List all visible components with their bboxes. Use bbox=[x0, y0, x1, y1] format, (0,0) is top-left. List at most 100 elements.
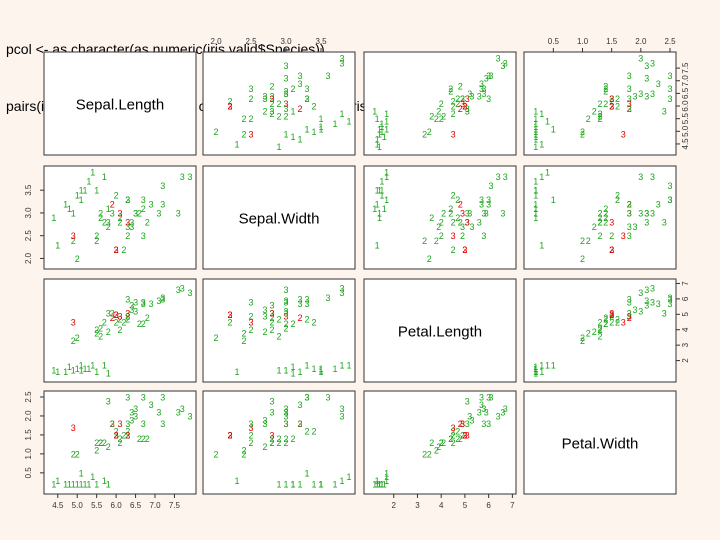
point-marker: 2 bbox=[603, 313, 608, 323]
point-marker: 3 bbox=[667, 294, 672, 304]
point-marker: 1 bbox=[545, 117, 550, 127]
point-marker: 3 bbox=[465, 419, 470, 429]
point-marker: 2 bbox=[455, 94, 460, 104]
point-marker: 1 bbox=[79, 186, 84, 196]
point-marker: 3 bbox=[465, 208, 470, 218]
point-marker: 1 bbox=[339, 361, 344, 371]
point-marker: 3 bbox=[638, 54, 643, 64]
x-tick-label: 6.5 bbox=[130, 501, 142, 510]
point-marker: 3 bbox=[117, 419, 122, 429]
point-marker: 3 bbox=[656, 199, 661, 209]
point-marker: 2 bbox=[290, 84, 295, 94]
panel-Sepal.Length-vs-Petal.Width bbox=[523, 51, 677, 156]
y-tick-label: 5.0 bbox=[681, 125, 690, 137]
point-marker: 1 bbox=[318, 122, 323, 132]
point-marker: 2 bbox=[94, 236, 99, 246]
point-marker: 3 bbox=[460, 419, 465, 429]
point-marker: 1 bbox=[379, 127, 384, 137]
point-marker: 1 bbox=[51, 365, 56, 375]
point-marker: 2 bbox=[94, 231, 99, 241]
point-marker: 3 bbox=[627, 99, 632, 109]
point-marker: 3 bbox=[176, 285, 181, 295]
point-marker: 2 bbox=[269, 434, 274, 444]
point-marker: 2 bbox=[597, 213, 602, 223]
point-marker: 1 bbox=[533, 208, 538, 218]
point-marker: 1 bbox=[94, 480, 99, 490]
point-marker: 3 bbox=[227, 102, 232, 112]
point-marker: 1 bbox=[290, 362, 295, 372]
point-marker: 1 bbox=[533, 204, 538, 214]
point-marker: 2 bbox=[117, 213, 122, 223]
point-marker: 2 bbox=[304, 314, 309, 324]
point-marker: 3 bbox=[609, 102, 614, 112]
point-marker: 1 bbox=[55, 240, 60, 250]
point-marker: 3 bbox=[339, 288, 344, 298]
point-marker: 3 bbox=[469, 415, 474, 425]
point-marker: 1 bbox=[533, 186, 538, 196]
point-marker: 3 bbox=[667, 71, 672, 81]
point-marker: 2 bbox=[615, 102, 620, 112]
panel-Petal.Width-vs-Sepal.Length bbox=[43, 390, 197, 495]
point-marker: 2 bbox=[248, 430, 253, 440]
point-marker: 2 bbox=[283, 86, 288, 96]
point-marker: 3 bbox=[71, 423, 76, 433]
point-marker: 2 bbox=[603, 319, 608, 329]
point-marker: 3 bbox=[160, 199, 165, 209]
point-marker: 3 bbox=[627, 208, 632, 218]
point-marker: 1 bbox=[283, 480, 288, 490]
point-marker: 2 bbox=[145, 313, 150, 323]
point-marker: 2 bbox=[439, 438, 444, 448]
point-marker: 2 bbox=[110, 419, 115, 429]
point-marker: 1 bbox=[539, 367, 544, 377]
point-marker: 3 bbox=[304, 393, 309, 403]
point-marker: 1 bbox=[539, 172, 544, 182]
point-marker: 2 bbox=[98, 324, 103, 334]
point-marker: 2 bbox=[114, 318, 119, 328]
point-marker: 3 bbox=[667, 94, 672, 104]
point-marker: 1 bbox=[377, 213, 382, 223]
point-marker: 3 bbox=[149, 199, 154, 209]
point-marker: 2 bbox=[627, 104, 632, 114]
point-marker: 3 bbox=[479, 195, 484, 205]
point-marker: 3 bbox=[283, 99, 288, 109]
y-tick-label: 2.5 bbox=[24, 230, 33, 242]
point-marker: 1 bbox=[297, 480, 302, 490]
point-marker: 1 bbox=[346, 472, 351, 482]
point-marker: 1 bbox=[384, 168, 389, 178]
diagonal-label-Sepal.Length: Sepal.Length bbox=[76, 97, 164, 114]
point-marker: 1 bbox=[290, 132, 295, 142]
point-marker: 3 bbox=[125, 419, 130, 429]
point-marker: 1 bbox=[234, 367, 239, 377]
point-marker: 2 bbox=[311, 318, 316, 328]
point-marker: 1 bbox=[551, 361, 556, 371]
point-marker: 3 bbox=[486, 94, 491, 104]
point-marker: 3 bbox=[667, 181, 672, 191]
point-marker: 1 bbox=[533, 364, 538, 374]
point-marker: 2 bbox=[609, 245, 614, 255]
point-marker: 2 bbox=[269, 81, 274, 91]
point-marker: 3 bbox=[71, 231, 76, 241]
point-marker: 3 bbox=[632, 305, 637, 315]
point-marker: 1 bbox=[283, 129, 288, 139]
point-marker: 2 bbox=[429, 213, 434, 223]
point-marker: 1 bbox=[79, 480, 84, 490]
point-marker: 3 bbox=[477, 408, 482, 418]
point-marker: 2 bbox=[269, 109, 274, 119]
point-marker: 1 bbox=[533, 127, 538, 137]
point-marker: 3 bbox=[481, 231, 486, 241]
point-marker: 3 bbox=[283, 74, 288, 84]
point-marker: 1 bbox=[51, 480, 56, 490]
point-marker: 2 bbox=[98, 438, 103, 448]
point-marker: 2 bbox=[609, 245, 614, 255]
point-marker: 3 bbox=[304, 393, 309, 403]
point-marker: 1 bbox=[82, 480, 87, 490]
point-marker: 3 bbox=[283, 408, 288, 418]
point-marker: 3 bbox=[187, 412, 192, 422]
point-marker: 1 bbox=[339, 109, 344, 119]
point-marker: 1 bbox=[304, 361, 309, 371]
point-marker: 2 bbox=[276, 434, 281, 444]
point-marker: 1 bbox=[290, 480, 295, 490]
